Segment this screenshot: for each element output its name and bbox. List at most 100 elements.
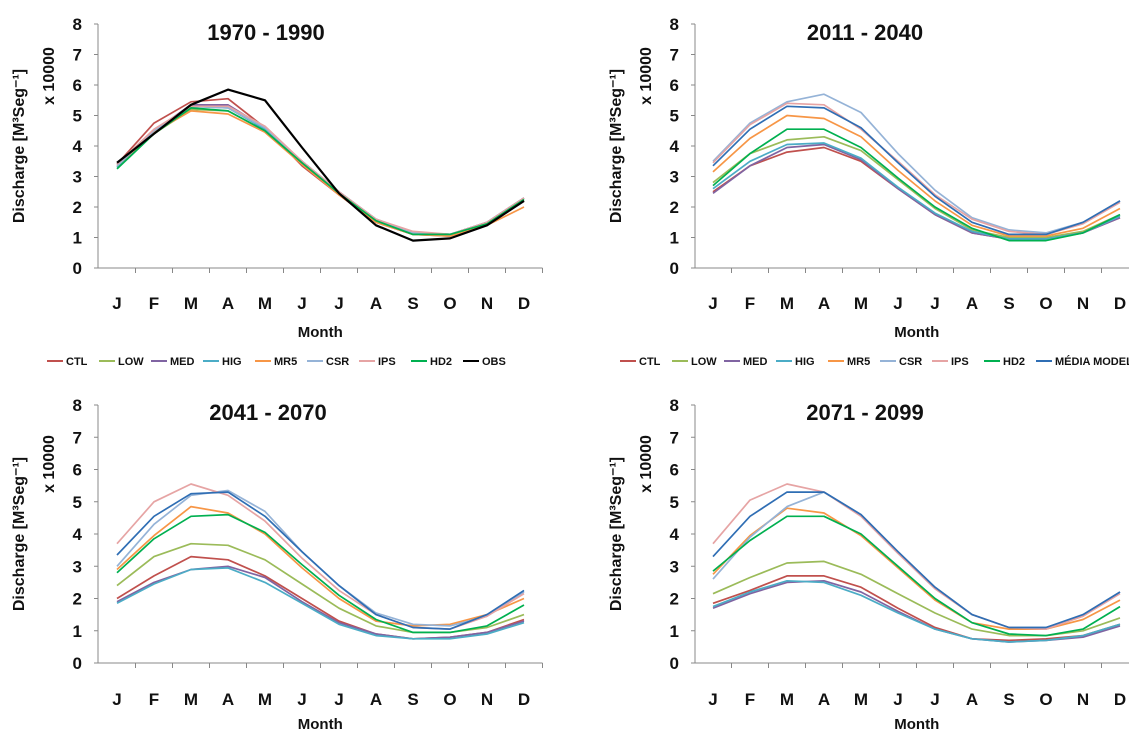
chart-panel-2: 0 1 2 3 4 5 6 7 8 J F M A M J J A S O N D 2011 - 2040 Month Dis…	[608, 15, 1129, 368]
y-tick-label: 2	[73, 590, 82, 609]
y-tick-label: 4	[73, 525, 83, 544]
y-axis-label-scale: x 10000	[638, 435, 655, 493]
series-line-obs	[116, 88, 525, 242]
x-tick-label: J	[708, 690, 717, 709]
chart-panel-1: 0 1 2 3 4 5 6 7 8 J F M A M J J A S O N D 1970 - 1990 Month Dis…	[11, 15, 543, 368]
y-tick-label: 2	[670, 590, 679, 609]
x-tick-label: J	[708, 294, 717, 313]
legend-entry: MÉDIA MODELOS	[1055, 355, 1129, 368]
y-axis-label: Discharge [M³Seg⁻¹]	[11, 457, 28, 611]
series-line-low	[116, 542, 525, 634]
y-tick-label: 5	[670, 107, 679, 126]
x-tick-label: J	[334, 294, 343, 313]
series-line-csr	[116, 489, 525, 627]
x-tick-label: J	[893, 294, 902, 313]
x-tick-label: J	[893, 690, 902, 709]
series-line-hig	[712, 579, 1121, 643]
y-axis-label: Discharge [M³Seg⁻¹]	[11, 69, 28, 223]
y-tick-label: 1	[670, 622, 679, 641]
series-line-hd2	[712, 515, 1121, 637]
x-tick-label: M	[184, 294, 198, 313]
y-tick-label: 3	[73, 557, 82, 576]
x-tick-label: F	[149, 690, 159, 709]
series-line-hd2	[116, 513, 525, 634]
y-tick-label: 7	[73, 428, 82, 447]
x-tick-label: J	[334, 690, 343, 709]
x-tick-label: J	[297, 294, 306, 313]
y-tick-label: 1	[73, 229, 82, 248]
x-tick-label: A	[370, 294, 382, 313]
x-tick-label: M	[780, 294, 794, 313]
series-line-hd2	[116, 107, 525, 236]
x-tick-label: M	[854, 690, 868, 709]
legend-entry: HD2	[430, 356, 452, 368]
y-tick-label: 3	[73, 168, 82, 187]
y-axis-label-scale: x 10000	[41, 47, 58, 105]
x-tick-label: S	[1003, 690, 1014, 709]
y-tick-label: 4	[73, 137, 83, 156]
x-tick-label: O	[1039, 294, 1052, 313]
x-tick-label: F	[149, 294, 159, 313]
x-tick-label: J	[297, 690, 306, 709]
chart-title: 2011 - 2040	[807, 20, 923, 45]
y-tick-label: 7	[670, 428, 679, 447]
series-line-ctl	[712, 575, 1121, 642]
chart-title: 2041 - 2070	[209, 400, 326, 425]
x-tick-label: S	[407, 294, 418, 313]
y-tick-label: 8	[670, 396, 679, 415]
x-tick-label: M	[780, 690, 794, 709]
y-tick-label: 3	[670, 168, 679, 187]
y-axis-label: Discharge [M³Seg⁻¹]	[608, 457, 625, 611]
y-tick-label: 2	[73, 198, 82, 217]
legend-entry: LOW	[118, 356, 144, 368]
x-tick-label: N	[1077, 294, 1089, 313]
x-tick-label: A	[370, 690, 382, 709]
x-tick-label: J	[112, 690, 121, 709]
series-line-mr5	[712, 114, 1121, 237]
series-line-low	[712, 135, 1121, 239]
x-tick-label: D	[518, 294, 530, 313]
legend-entry: MR5	[847, 356, 870, 368]
x-tick-label: F	[745, 690, 755, 709]
legend: CTL LOW MED HIG MR5 CSR IPS HD2 OBS	[47, 356, 506, 368]
legend-entry: MED	[743, 356, 768, 368]
x-tick-label: D	[518, 690, 530, 709]
y-tick-label: 6	[73, 76, 82, 95]
y-tick-label: 0	[670, 259, 679, 278]
x-axis-label: Month	[894, 716, 939, 733]
x-tick-label: N	[481, 690, 493, 709]
y-tick-label: 8	[73, 15, 82, 34]
series-line-m-dia-modelos	[712, 491, 1121, 629]
y-tick-label: 5	[670, 493, 679, 512]
x-tick-label: M	[258, 294, 272, 313]
y-tick-label: 3	[670, 557, 679, 576]
legend-entry: LOW	[691, 356, 717, 368]
series-line-hd2	[712, 128, 1121, 242]
legend-entry: IPS	[378, 356, 396, 368]
series-line-mr5	[116, 110, 525, 237]
x-tick-label: A	[966, 690, 978, 709]
x-tick-label: J	[930, 294, 939, 313]
x-tick-label: N	[481, 294, 493, 313]
y-tick-label: 1	[73, 622, 82, 641]
legend-entry: CTL	[639, 356, 661, 368]
y-tick-label: 5	[73, 493, 82, 512]
series-line-hig	[712, 142, 1121, 240]
series-line-mr5	[116, 505, 525, 627]
y-tick-label: 0	[73, 654, 82, 673]
y-tick-label: 1	[670, 229, 679, 248]
y-tick-label: 6	[670, 461, 679, 480]
legend-entry: MED	[170, 356, 195, 368]
y-tick-label: 4	[670, 525, 680, 544]
chart-panel-3: 0 1 2 3 4 5 6 7 8 J F M A M J J A S O N D 2041 - 2070 Month Dis…	[11, 396, 543, 733]
y-tick-label: 0	[73, 259, 82, 278]
y-tick-label: 7	[73, 46, 82, 65]
legend-entry: CSR	[326, 356, 349, 368]
series-line-m-dia-modelos	[116, 491, 525, 630]
x-tick-label: J	[112, 294, 121, 313]
y-tick-label: 8	[670, 15, 679, 34]
series-line-ips	[712, 483, 1121, 630]
x-tick-label: N	[1077, 690, 1089, 709]
